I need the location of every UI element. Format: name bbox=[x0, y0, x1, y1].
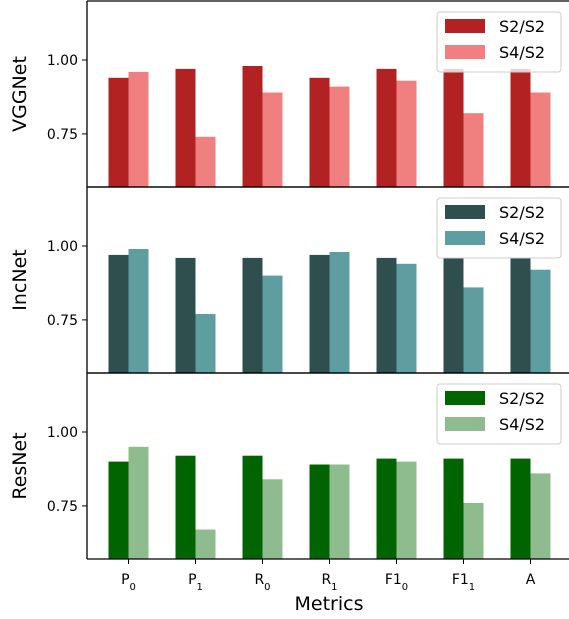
incnet-legend-swatch-0 bbox=[445, 205, 485, 219]
incnet-ytick-label: 1.00 bbox=[47, 239, 78, 255]
incnet-bar-s4-s2-p1 bbox=[195, 314, 216, 373]
x-tick-label-r1: R1 bbox=[321, 572, 337, 593]
resnet-ytick-label: 0.75 bbox=[47, 499, 78, 515]
resnet-bar-s4-s2-p1 bbox=[195, 529, 216, 559]
resnet-legend-swatch-0 bbox=[445, 391, 485, 405]
incnet-bar-s2-s2-f11 bbox=[443, 257, 464, 373]
incnet-legend-swatch-1 bbox=[445, 231, 485, 245]
resnet-bar-s2-s2-f10 bbox=[376, 458, 397, 559]
panel-incnet: 0.75 1.00 IncNet S2/S2 S4/S2 bbox=[9, 186, 569, 374]
resnet-ytick-label: 1.00 bbox=[47, 425, 78, 441]
resnet-bar-s2-s2-a bbox=[510, 458, 531, 559]
incnet-bar-s4-s2-r1 bbox=[329, 252, 350, 373]
vggnet-bar-s2-s2-p1 bbox=[175, 68, 196, 187]
resnet-bar-s2-s2-p1 bbox=[175, 455, 196, 559]
resnet-bar-s2-s2-f11 bbox=[443, 458, 464, 559]
panel-vggnet: 0.75 1.00 VGGNet S2/S2 S4/S2 bbox=[9, 0, 569, 188]
vggnet-bar-s4-s2-f11 bbox=[463, 113, 484, 187]
incnet-bar-s2-s2-r0 bbox=[242, 257, 263, 373]
vggnet-bar-s4-s2-a bbox=[530, 92, 551, 187]
incnet-legend: S2/S2 S4/S2 bbox=[436, 197, 562, 259]
x-tick-label-p0: P0 bbox=[121, 572, 136, 593]
vggnet-y-axis-title: VGGNet bbox=[9, 56, 31, 132]
incnet-bar-s4-s2-a bbox=[530, 269, 551, 373]
incnet-bar-s2-s2-r1 bbox=[309, 254, 330, 373]
resnet-y-axis-title: ResNet bbox=[9, 432, 31, 499]
vggnet-bar-s4-s2-p0 bbox=[128, 71, 149, 187]
vggnet-ytick-label: 1.00 bbox=[47, 53, 78, 69]
x-axis-ticks: P0 P1 R0 R1 F10 F11 A bbox=[121, 559, 536, 593]
vggnet-bar-s2-s2-f11 bbox=[443, 68, 464, 187]
incnet-legend-label-0: S2/S2 bbox=[499, 203, 545, 222]
incnet-y-axis-title: IncNet bbox=[9, 249, 31, 310]
resnet-bar-s4-s2-r1 bbox=[329, 464, 350, 559]
vggnet-legend: S2/S2 S4/S2 bbox=[436, 11, 562, 73]
vggnet-legend-swatch-0 bbox=[445, 19, 485, 33]
incnet-bar-s4-s2-f10 bbox=[396, 263, 417, 373]
incnet-bar-s2-s2-f10 bbox=[376, 257, 397, 373]
vggnet-bar-s2-s2-f10 bbox=[376, 68, 397, 187]
incnet-legend-label-1: S4/S2 bbox=[499, 229, 545, 248]
vggnet-bar-s2-s2-r1 bbox=[309, 77, 330, 187]
vggnet-bar-s4-s2-p1 bbox=[195, 136, 216, 187]
incnet-bar-s2-s2-p1 bbox=[175, 257, 196, 373]
resnet-legend-swatch-1 bbox=[445, 417, 485, 431]
vggnet-legend-label-1: S4/S2 bbox=[499, 43, 545, 62]
resnet-bar-s4-s2-f10 bbox=[396, 461, 417, 559]
x-tick-label-a: A bbox=[526, 572, 536, 588]
resnet-legend: S2/S2 S4/S2 bbox=[436, 383, 562, 445]
panel-resnet: 0.75 1.00 ResNet S2/S2 S4/S2 bbox=[9, 372, 569, 560]
x-tick-label-f11: F11 bbox=[452, 572, 475, 593]
vggnet-bar-s4-s2-r1 bbox=[329, 86, 350, 187]
resnet-bar-s2-s2-r0 bbox=[242, 455, 263, 559]
resnet-legend-label-1: S4/S2 bbox=[499, 415, 545, 434]
x-axis-title: Metrics bbox=[295, 593, 364, 615]
vggnet-ytick-label: 0.75 bbox=[47, 127, 78, 143]
incnet-bar-s4-s2-r0 bbox=[262, 275, 283, 373]
panels: 0.75 1.00 VGGNet S2/S2 S4/S2 0.75 1.00 IncNet S2… bbox=[9, 0, 569, 560]
resnet-bar-s4-s2-r0 bbox=[262, 479, 283, 559]
resnet-bar-s4-s2-p0 bbox=[128, 446, 149, 559]
vggnet-legend-swatch-1 bbox=[445, 45, 485, 59]
incnet-ytick-label: 0.75 bbox=[47, 313, 78, 329]
vggnet-bar-s2-s2-a bbox=[510, 68, 531, 187]
incnet-bar-s2-s2-p0 bbox=[108, 254, 129, 373]
x-tick-label-p1: P1 bbox=[188, 572, 203, 593]
vggnet-legend-label-0: S2/S2 bbox=[499, 17, 545, 36]
incnet-bar-s4-s2-f11 bbox=[463, 287, 484, 373]
vggnet-bar-s2-s2-p0 bbox=[108, 77, 129, 187]
incnet-bar-s2-s2-a bbox=[510, 257, 531, 373]
incnet-bar-s4-s2-p0 bbox=[128, 249, 149, 373]
resnet-bar-s4-s2-f11 bbox=[463, 502, 484, 559]
x-tick-label-f10: F10 bbox=[385, 572, 408, 593]
x-tick-label-r0: R0 bbox=[254, 572, 270, 593]
resnet-bar-s2-s2-p0 bbox=[108, 461, 129, 559]
resnet-legend-label-0: S2/S2 bbox=[499, 389, 545, 408]
resnet-bar-s2-s2-r1 bbox=[309, 464, 330, 559]
vggnet-bar-s4-s2-r0 bbox=[262, 92, 283, 187]
vggnet-bar-s4-s2-f10 bbox=[396, 80, 417, 187]
resnet-bar-s4-s2-a bbox=[530, 473, 551, 559]
vggnet-bar-s2-s2-r0 bbox=[242, 66, 263, 187]
